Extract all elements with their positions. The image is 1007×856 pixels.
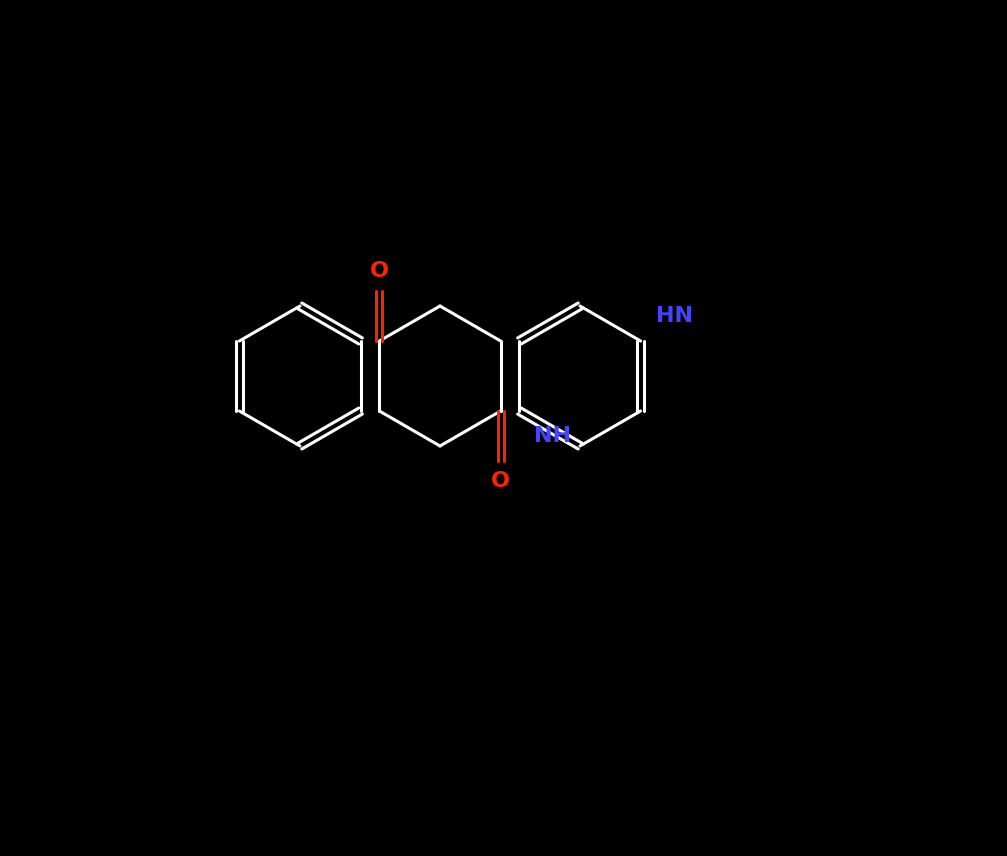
Text: NH: NH <box>535 426 571 446</box>
Text: O: O <box>491 471 511 491</box>
Text: O: O <box>370 261 389 281</box>
Text: HN: HN <box>656 306 693 326</box>
